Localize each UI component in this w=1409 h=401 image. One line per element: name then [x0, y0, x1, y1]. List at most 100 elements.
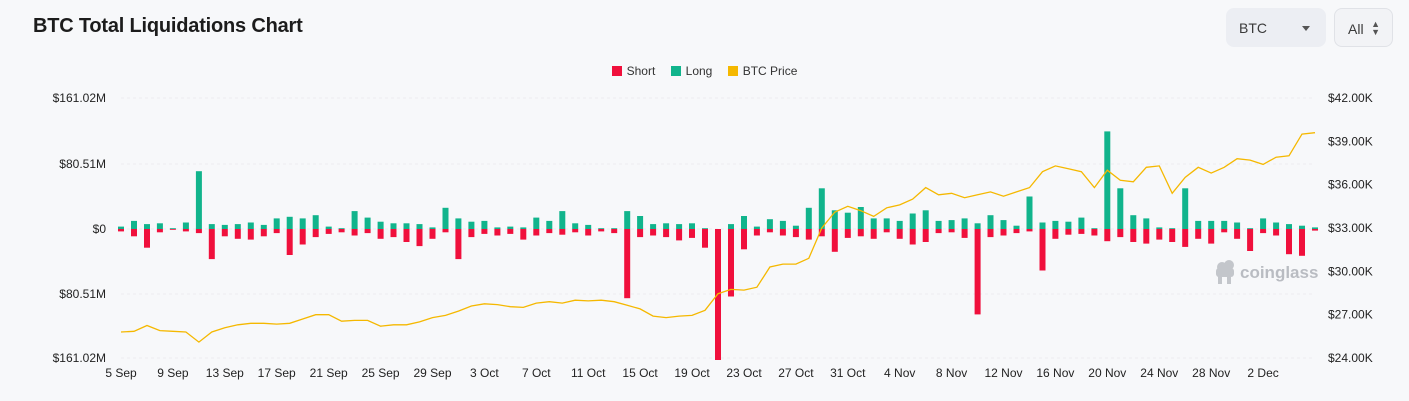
short-bar	[338, 229, 345, 233]
short-bar	[1260, 229, 1267, 234]
left-axis-tick: $80.51M	[59, 157, 106, 171]
short-bar	[1312, 229, 1318, 231]
x-axis-tick: 3 Oct	[470, 366, 499, 380]
right-axis-tick: $30.00K	[1328, 264, 1373, 278]
long-bar	[1195, 220, 1202, 229]
legend-label-short: Short	[626, 64, 656, 78]
long-bar	[818, 188, 825, 229]
long-bar	[377, 221, 384, 229]
long-bar	[676, 224, 683, 229]
short-bar	[351, 229, 358, 236]
short-bar	[468, 229, 475, 238]
long-bar	[1221, 220, 1228, 229]
long-bar	[1169, 228, 1176, 229]
long-bar	[559, 211, 566, 229]
short-bar	[818, 229, 825, 237]
short-bar	[429, 229, 436, 239]
range-select[interactable]: All ▲ ▼	[1334, 8, 1393, 47]
short-bar	[416, 229, 423, 247]
long-bar	[481, 220, 488, 229]
right-axis-tick: $36.00K	[1328, 178, 1373, 192]
long-bar	[169, 228, 176, 229]
short-bar	[546, 229, 553, 234]
short-bar	[169, 229, 176, 230]
short-bar	[144, 229, 150, 248]
long-bar	[896, 220, 903, 229]
short-bar	[208, 229, 215, 260]
left-axis-tick: $80.51M	[59, 287, 106, 301]
short-bar	[637, 229, 644, 238]
x-axis-tick: 27 Oct	[778, 366, 814, 380]
long-bar	[520, 227, 527, 229]
legend-swatch-short	[611, 66, 622, 76]
short-bar	[1156, 229, 1163, 240]
short-bar	[234, 229, 241, 239]
short-bar	[663, 229, 670, 238]
coinglass-watermark: coinglass	[1216, 260, 1318, 284]
long-bar	[546, 220, 553, 229]
long-bar	[961, 218, 968, 229]
coinglass-logo-icon	[1216, 260, 1234, 284]
long-bar	[974, 223, 981, 229]
short-bar	[1130, 229, 1137, 242]
short-bar	[1234, 229, 1241, 239]
short-bar	[131, 229, 137, 237]
long-bar	[792, 225, 799, 229]
right-axis-tick: $39.00K	[1328, 134, 1373, 148]
long-bar	[182, 222, 189, 229]
long-bar	[909, 213, 916, 229]
short-bar	[883, 229, 890, 233]
long-bar	[156, 223, 163, 229]
long-bar	[442, 207, 449, 229]
chart-legend: Short Long BTC Price	[0, 64, 1409, 78]
short-bar	[1065, 229, 1072, 235]
long-bar	[273, 218, 280, 229]
short-bar	[156, 229, 163, 233]
long-bar	[870, 218, 877, 229]
long-bar	[195, 171, 202, 229]
long-bar	[611, 228, 618, 229]
x-axis-tick: 20 Nov	[1088, 366, 1126, 380]
long-bar	[805, 207, 812, 229]
legend-label-btc-price: BTC Price	[742, 64, 798, 78]
x-axis-tick: 4 Nov	[884, 366, 915, 380]
long-bar	[1052, 220, 1059, 229]
long-bar	[831, 210, 838, 229]
long-bar	[260, 224, 267, 229]
short-bar	[1247, 229, 1254, 251]
legend-item-short[interactable]: Short	[611, 64, 656, 78]
up-down-arrows-icon: ▲ ▼	[1371, 19, 1380, 37]
short-bar	[987, 229, 994, 238]
short-bar	[689, 229, 695, 238]
short-bar	[598, 229, 605, 232]
x-axis-tick: 21 Sep	[310, 366, 348, 380]
legend-item-long[interactable]: Long	[670, 64, 712, 78]
long-bar	[598, 228, 605, 229]
long-bar	[364, 217, 371, 229]
long-bar	[728, 224, 734, 229]
short-bar	[247, 229, 254, 240]
long-bar	[948, 220, 955, 229]
short-bar	[572, 229, 579, 233]
short-bar	[182, 229, 189, 232]
long-bar	[987, 215, 994, 229]
x-axis-tick: 11 Oct	[571, 366, 606, 380]
short-bar	[403, 229, 410, 242]
short-bar	[1273, 229, 1280, 236]
long-bar	[1156, 227, 1163, 229]
short-bar	[299, 229, 306, 245]
long-bar	[1039, 222, 1046, 229]
short-bar	[507, 229, 514, 234]
right-axis-tick: $33.00K	[1328, 221, 1373, 235]
long-bar	[118, 226, 124, 229]
short-bar	[753, 229, 760, 236]
long-bar	[1208, 220, 1215, 229]
long-bar	[585, 224, 592, 229]
short-bar	[741, 229, 747, 250]
long-bar	[857, 207, 864, 229]
long-bar	[247, 222, 254, 229]
short-bar	[779, 229, 786, 236]
coin-select[interactable]: BTC	[1226, 8, 1326, 47]
legend-item-btc-price[interactable]: BTC Price	[727, 64, 798, 78]
short-bar	[286, 229, 293, 255]
